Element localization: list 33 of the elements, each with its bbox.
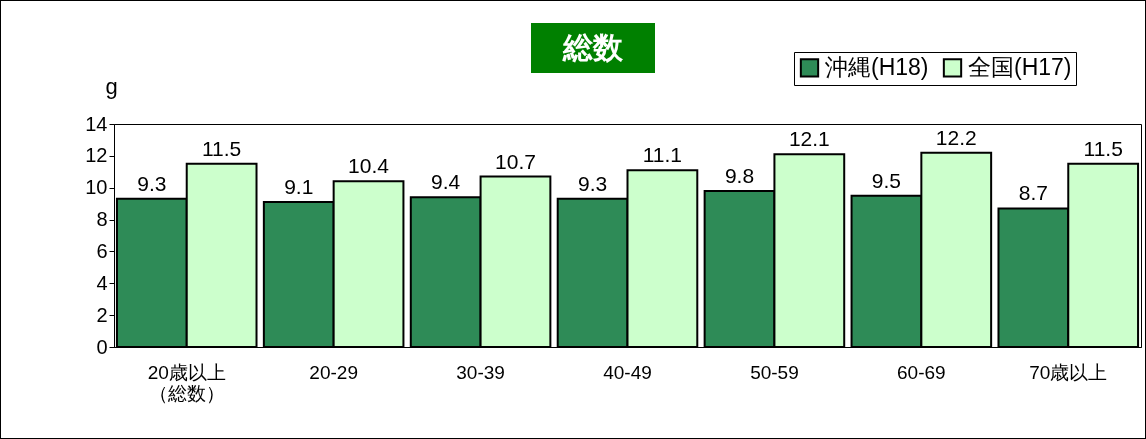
data-label: 9.3 xyxy=(137,171,167,195)
data-label: 12.1 xyxy=(788,127,830,151)
data-label: 10.4 xyxy=(348,154,390,178)
y-axis-title: g xyxy=(105,73,118,99)
x-tick-label: 30-39 xyxy=(456,361,505,383)
x-tick-label: 70歳以上 xyxy=(1029,361,1108,383)
data-label: 12.2 xyxy=(935,125,977,149)
y-tick-label: 0 xyxy=(96,335,108,358)
y-tick-label: 4 xyxy=(96,271,108,294)
chart-title: 総数 xyxy=(531,23,655,73)
legend-label: 全国(H17) xyxy=(968,53,1072,80)
data-label: 9.8 xyxy=(724,163,755,187)
x-tick-label: 20-29 xyxy=(309,361,358,383)
y-tick-label: 2 xyxy=(96,303,108,326)
y-tick-label: 12 xyxy=(85,144,108,167)
data-label: 8.7 xyxy=(1018,181,1048,205)
data-label: 11.1 xyxy=(642,143,683,167)
data-label: 9.3 xyxy=(578,171,608,195)
data-label: 9.1 xyxy=(284,175,314,199)
data-label: 11.5 xyxy=(1083,136,1123,160)
data-label: 11.5 xyxy=(201,136,242,160)
y-tick-label: 14 xyxy=(85,112,108,135)
x-tick-label: 20歳以上（総数） xyxy=(147,361,226,404)
x-tick-label: 40-49 xyxy=(603,361,652,383)
y-tick-label: 8 xyxy=(96,208,108,231)
y-tick-label: 6 xyxy=(96,239,108,262)
x-tick-label: 60-69 xyxy=(897,361,946,383)
legend-label: 沖縄(H18) xyxy=(825,53,929,80)
y-tick-label: 10 xyxy=(85,176,108,199)
data-label: 9.5 xyxy=(871,168,902,192)
x-tick-label: 50-59 xyxy=(750,361,799,383)
data-label: 9.4 xyxy=(431,170,461,194)
data-label: 10.7 xyxy=(495,149,536,173)
